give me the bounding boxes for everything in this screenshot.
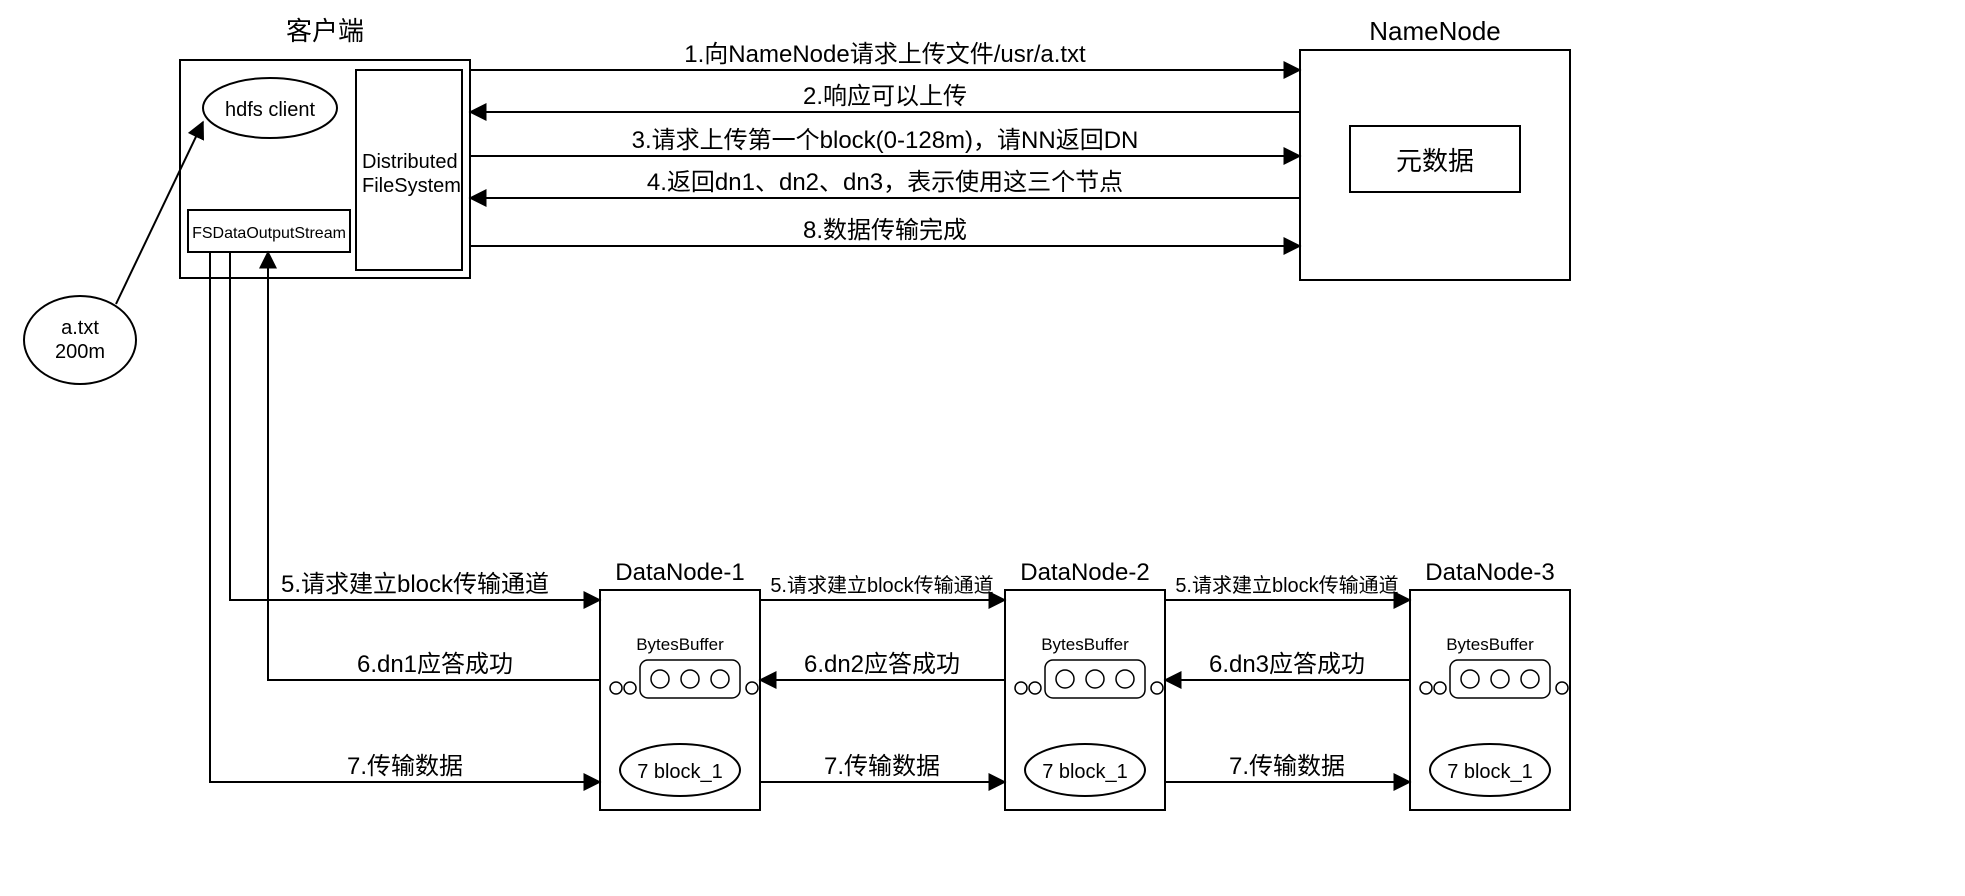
datanode-1: DataNode-1 BytesBuffer 7 block_1 [600,559,760,810]
fsdata-label: FSDataOutputStream [192,225,346,242]
dn2-dn3-data-text: 7.传输数据 [1229,753,1345,780]
msg8-text: 8.数据传输完成 [803,217,967,244]
dn1-dn2-data-text: 7.传输数据 [824,753,940,780]
dn3-dn2-ack-text: 6.dn3应答成功 [1209,651,1365,678]
datanode-2: DataNode-2 BytesBuffer 7 block_1 [1005,559,1165,810]
msg1-text: 1.向NameNode请求上传文件/usr/a.txt [684,41,1086,68]
file-ellipse [24,296,136,384]
dn2-title: DataNode-2 [1020,559,1149,586]
msg2-text: 2.响应可以上传 [803,83,967,110]
datanode-3: DataNode-3 BytesBuffer 7 block_1 [1410,559,1570,810]
dn1-dn2-req-text: 5.请求建立block传输通道 [770,574,993,597]
dn2-dn3-req-text: 5.请求建立block传输通道 [1175,574,1398,597]
hdfs-client-label: hdfs client [225,99,315,121]
dn1-client-ack-arrow [268,252,600,680]
dn1-client-ack-text: 6.dn1应答成功 [357,651,513,678]
client-dn1-req-text: 5.请求建立block传输通道 [281,571,549,598]
client-dn1-data-text: 7.传输数据 [347,753,463,780]
msg3-text: 3.请求上传第一个block(0-128m)，请NN返回DN [632,127,1139,154]
client-title: 客户端 [286,16,364,46]
file-size: 200m [55,341,105,363]
diagram-canvas: 客户端 hdfs client Distributed FileSystem F… [0,0,1965,896]
distributed-label-2: FileSystem [362,175,461,197]
dn2-bytesbuffer: BytesBuffer [1041,635,1129,654]
msg4-text: 4.返回dn1、dn2、dn3，表示使用这三个节点 [647,169,1123,196]
file-to-client-arrow [116,122,203,304]
dn2-block: 7 block_1 [1042,761,1128,783]
dn3-bytesbuffer: BytesBuffer [1446,635,1534,654]
dn1-title: DataNode-1 [615,559,744,586]
file-name: a.txt [61,317,99,339]
namenode-title: NameNode [1369,16,1501,46]
dn2-dn1-ack-text: 6.dn2应答成功 [804,651,960,678]
dn3-title: DataNode-3 [1425,559,1554,586]
distributed-label-1: Distributed [362,151,458,173]
metadata-label: 元数据 [1396,146,1474,176]
client-dn1-req-arrow [230,252,600,600]
dn3-block: 7 block_1 [1447,761,1533,783]
dn1-bytesbuffer: BytesBuffer [636,635,724,654]
dn1-block: 7 block_1 [637,761,723,783]
